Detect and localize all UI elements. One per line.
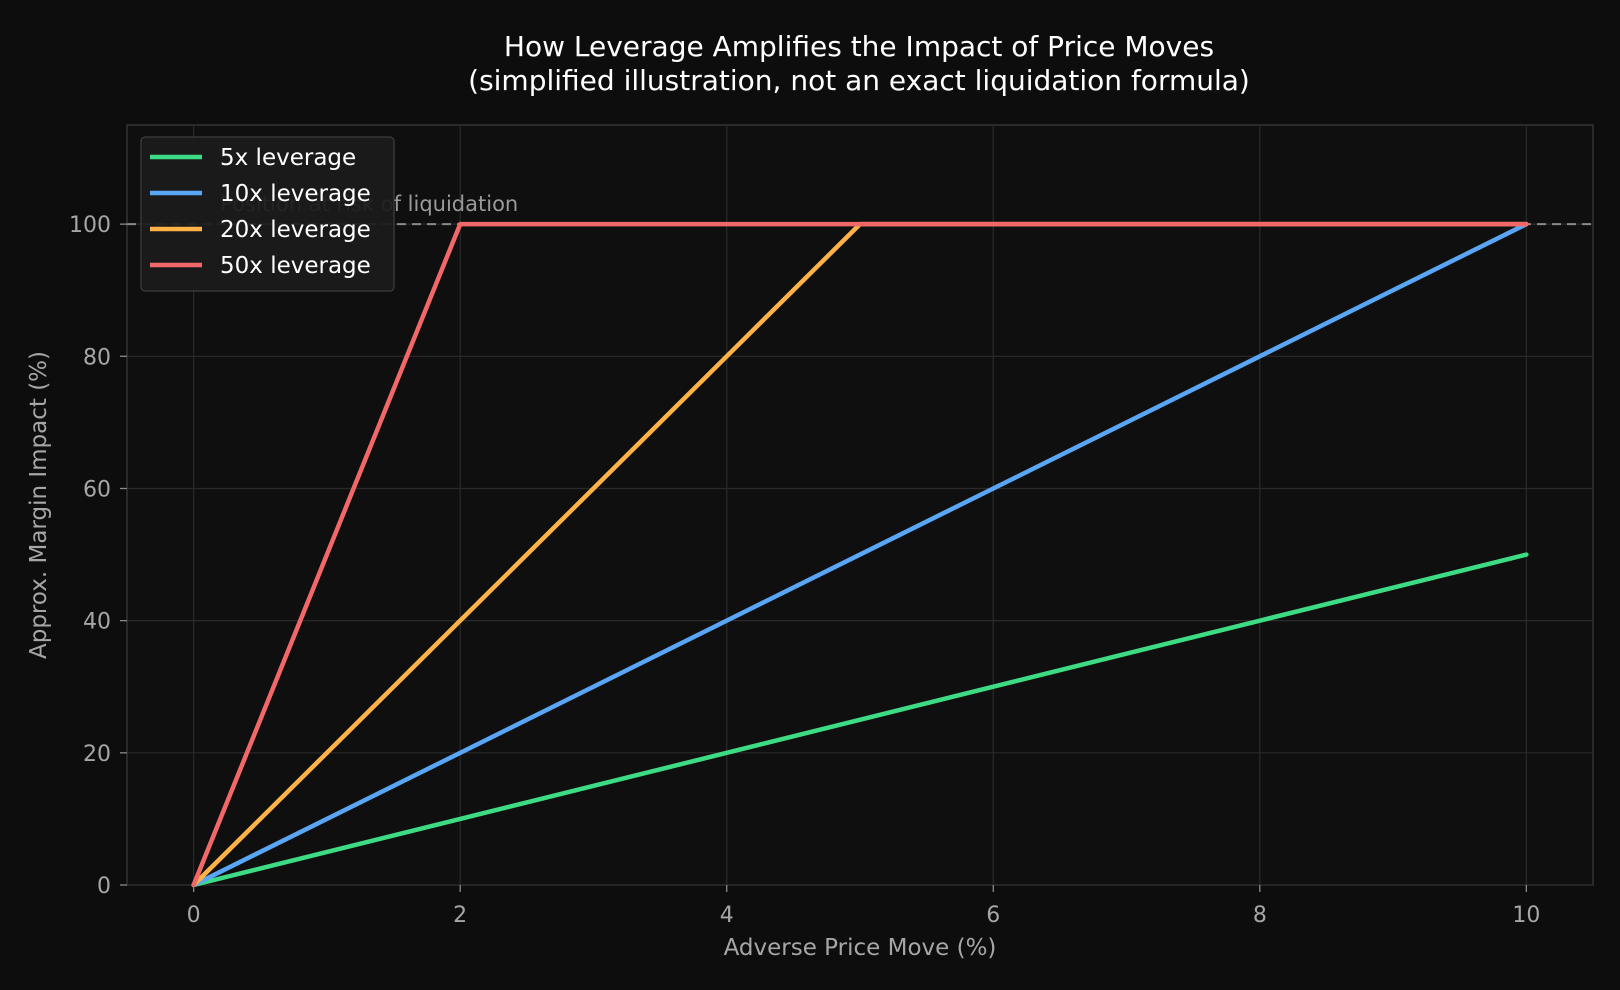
series-line-2: [191, 221, 1529, 888]
x-axis-label: Adverse Price Move (%): [724, 935, 997, 961]
legend-label: 50x leverage: [220, 253, 371, 279]
series-line-1: [191, 552, 1529, 888]
legend-box: [140, 136, 395, 292]
x-tick-label: 10: [1512, 903, 1540, 928]
chart-subtitle: (simplified illustration, not an exact l…: [468, 64, 1250, 97]
y-tick-label: 40: [83, 610, 111, 635]
legend-label: 5x leverage: [220, 145, 356, 171]
series-line-4: [191, 221, 1529, 888]
x-tick-label: 2: [453, 903, 467, 928]
x-tick-label: 6: [986, 903, 1000, 928]
chart-title: How Leverage Amplifies the Impact of Pri…: [504, 30, 1214, 63]
x-tick-label: 4: [720, 903, 734, 928]
legend: 5x leverage 10x leverage 20x leverage 50x l…: [140, 136, 395, 292]
legend-label: 20x leverage: [220, 217, 371, 243]
legend-label: 10x leverage: [220, 181, 371, 207]
y-tick-label: 100: [69, 213, 111, 238]
y-tick-label: 80: [83, 345, 111, 370]
x-tick-label: 0: [187, 903, 201, 928]
y-axis-label: Approx. Margin Impact (%): [26, 351, 52, 659]
gridlines: [127, 125, 1593, 886]
y-tick-label: 20: [83, 742, 111, 767]
y-tick-label: 0: [97, 874, 111, 899]
y-tick-label: 60: [83, 477, 111, 502]
series-lines: [191, 221, 1529, 888]
x-tick-label: 8: [1253, 903, 1267, 928]
